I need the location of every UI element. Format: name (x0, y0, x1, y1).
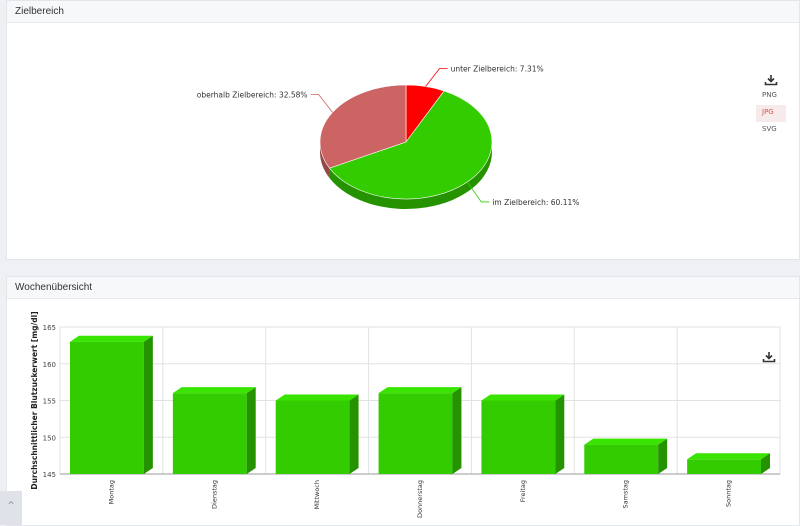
export-jpg-option[interactable]: JPG (756, 105, 786, 122)
scroll-to-top-button[interactable]: ⌃ (0, 491, 22, 525)
zielbereich-panel-title: Zielbereich (7, 1, 799, 23)
zielbereich-panel: Zielbereich (6, 0, 800, 260)
double-chevron-up-icon: ⌃ (5, 499, 17, 513)
download-icon[interactable] (756, 74, 786, 88)
export-png-option[interactable]: PNG (762, 91, 777, 99)
wochenuebersicht-panel-title: Wochenübersicht (7, 277, 799, 299)
download-icon[interactable] (762, 348, 778, 363)
export-svg-option[interactable]: SVG (762, 125, 777, 133)
export-menu: PNG JPG SVG (756, 74, 786, 139)
wochenuebersicht-panel: Wochenübersicht (6, 276, 800, 526)
